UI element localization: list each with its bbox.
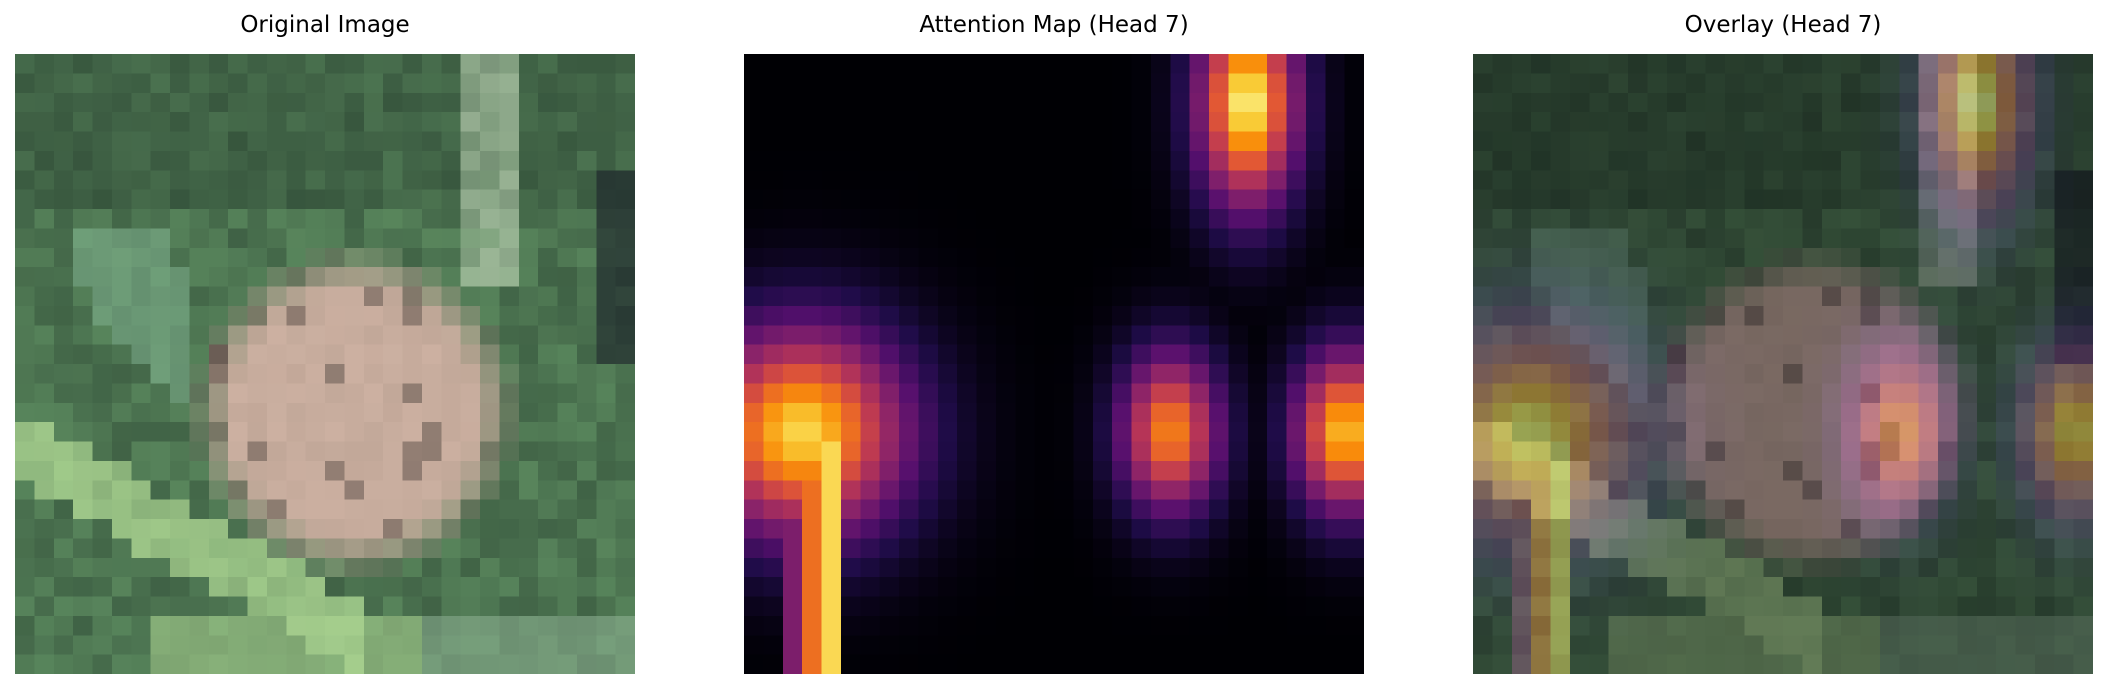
panel-original: Original Image [15,0,635,688]
panel-attention: Attention Map (Head 7) [744,0,1364,688]
overlay-image [1473,54,2093,674]
attention-map [744,54,1364,674]
panel-title-overlay: Overlay (Head 7) [1684,12,1882,38]
attention-map-canvas [744,54,1364,674]
panel-title-original: Original Image [240,12,410,38]
panel-title-attention: Attention Map (Head 7) [919,12,1189,38]
original-image-canvas [15,54,635,674]
panel-overlay: Overlay (Head 7) [1473,0,2093,688]
overlay-image-canvas [1473,54,2093,674]
original-image [15,54,635,674]
